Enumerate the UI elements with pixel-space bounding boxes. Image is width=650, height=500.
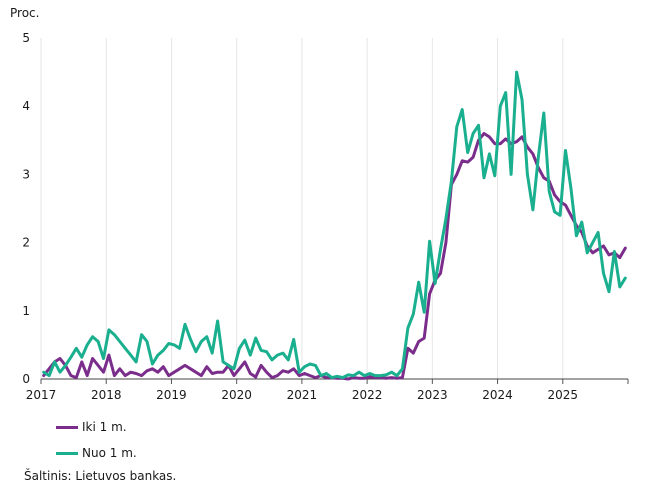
gridlines [40,38,564,379]
legend-label-iki: Iki 1 m. [82,420,127,434]
legend-swatch-nuo [56,451,78,455]
y-axis: 0 1 2 3 4 5 [22,31,30,386]
x-axis: 2017 2018 2019 2020 2021 2022 2023 2024 2025 [26,378,629,402]
legend-item-iki: Iki 1 m. [56,420,127,434]
source-note: Šaltinis: Lietuvos bankas. [24,469,177,483]
y-tick-label-3: 3 [22,167,30,181]
series-lines [42,70,627,381]
x-tick-label-2017: 2017 [26,388,57,402]
y-tick-label-2: 2 [22,236,30,250]
legend-item-nuo: Nuo 1 m. [56,446,137,460]
series-line-nuo [42,70,627,380]
x-tick-label-2025: 2025 [548,388,579,402]
x-tick-label-2023: 2023 [417,388,448,402]
x-tick-label-2019: 2019 [156,388,187,402]
x-tick-label-2018: 2018 [91,388,122,402]
x-tick-label-2020: 2020 [221,388,252,402]
series-line-iki [42,132,627,381]
x-tick-label-2024: 2024 [482,388,513,402]
x-tick-label-2022: 2022 [352,388,383,402]
y-tick-label-5: 5 [22,31,30,45]
y-axis-label: Proc. [10,6,39,20]
y-tick-label-4: 4 [22,99,30,113]
x-tick-label-2021: 2021 [287,388,318,402]
y-tick-label-0: 0 [22,372,30,386]
y-tick-label-1: 1 [22,304,30,318]
legend-swatch-iki [56,425,78,429]
legend-label-nuo: Nuo 1 m. [82,446,137,460]
